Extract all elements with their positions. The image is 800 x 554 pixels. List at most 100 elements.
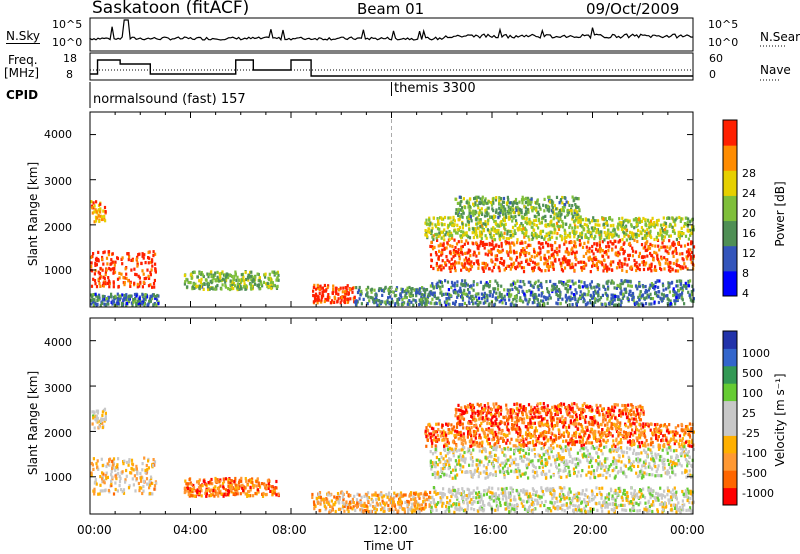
velocity-cell [557, 471, 560, 475]
power-cell [656, 253, 659, 257]
velocity-cell [343, 502, 346, 506]
velocity-cell [645, 472, 648, 476]
velocity-cell [91, 463, 94, 467]
power-cell [550, 223, 553, 227]
velocity-cell [471, 460, 474, 464]
power-cell [456, 210, 460, 214]
power-cell [90, 284, 94, 288]
power-cell [123, 296, 126, 301]
power-cell [492, 265, 495, 269]
velocity-cell [673, 464, 677, 468]
velocity-cell [462, 459, 465, 463]
power-cell [492, 247, 495, 251]
power-cell [605, 245, 608, 249]
power-cell [627, 220, 630, 224]
power-cell [477, 247, 480, 251]
velocity-cell [518, 472, 521, 476]
velocity-cell [542, 445, 545, 449]
velocity-cell [418, 503, 421, 507]
power-cell [346, 300, 349, 304]
power-cell [345, 288, 348, 292]
power-cell [611, 229, 615, 233]
velocity-cell [485, 468, 488, 472]
power-cell [448, 266, 451, 270]
velocity-cell [110, 470, 113, 474]
power-cell [438, 227, 441, 231]
velocity-cell [641, 470, 644, 474]
power-cell [476, 222, 479, 226]
power-cell [405, 288, 408, 292]
power-cell [561, 208, 564, 212]
power-cell [645, 231, 648, 235]
power-cell [599, 260, 602, 264]
power-cell [657, 233, 660, 237]
power-cell [500, 220, 503, 224]
power-cell [487, 212, 490, 216]
power-cell [647, 267, 650, 271]
power-cell [141, 285, 144, 289]
power-cell [237, 278, 240, 282]
power-cell [524, 228, 527, 232]
velocity-cell [614, 458, 617, 462]
power-cell [602, 222, 606, 226]
power-cell [199, 272, 203, 276]
power-cell [618, 217, 621, 221]
velocity-cell [227, 481, 230, 485]
velocity-cell [142, 484, 145, 489]
power-cell [649, 283, 652, 287]
power-cell [448, 292, 451, 296]
power-cell [562, 209, 565, 213]
velocity-cell [500, 448, 503, 452]
velocity-cell [237, 485, 240, 490]
power-cell [148, 276, 151, 280]
power-cell [600, 233, 603, 237]
power-ytick-1000: 1000 [44, 264, 72, 277]
velocity-cell [428, 495, 431, 499]
power-cell [638, 293, 641, 297]
power-cell [501, 248, 504, 252]
power-cell [618, 298, 621, 302]
power-cell [574, 254, 577, 258]
power-cell [681, 288, 684, 292]
power-cell [560, 198, 563, 202]
power-cell [103, 276, 106, 281]
power-cell [231, 282, 234, 286]
power-cell [500, 299, 503, 303]
power-cell [207, 272, 211, 276]
power-cell [648, 231, 651, 235]
power-cell [244, 287, 247, 291]
power-cell [400, 296, 403, 300]
velocity-cell [246, 494, 249, 498]
velocity-cell [241, 483, 244, 487]
power-cell [681, 291, 684, 295]
power-cell [620, 289, 623, 293]
power-cell [346, 284, 349, 288]
power-cell [384, 300, 387, 304]
power-cell [460, 262, 463, 266]
power-cell [620, 299, 623, 303]
power-cell [565, 235, 568, 239]
power-cell [683, 244, 687, 248]
power-cell [603, 250, 606, 255]
power-cell [125, 301, 128, 305]
velocity-cell [583, 452, 586, 456]
velocity-cell [680, 447, 683, 451]
power-cell [689, 257, 692, 261]
velocity-cell [132, 468, 135, 472]
power-cell [458, 289, 462, 293]
power-cell [552, 252, 555, 256]
power-cell [650, 269, 653, 273]
velocity-cell [234, 493, 237, 497]
power-cell [556, 231, 559, 236]
power-cell [633, 238, 636, 242]
velocity-cell [257, 481, 260, 485]
power-cell [232, 286, 235, 291]
power-cell [563, 196, 566, 200]
power-cell [454, 302, 457, 306]
power-cell [498, 224, 501, 228]
velocity-cell [448, 450, 451, 454]
power-cell [550, 219, 553, 223]
power-cell [156, 293, 159, 298]
power-cell [95, 210, 98, 214]
power-cell [550, 261, 553, 265]
